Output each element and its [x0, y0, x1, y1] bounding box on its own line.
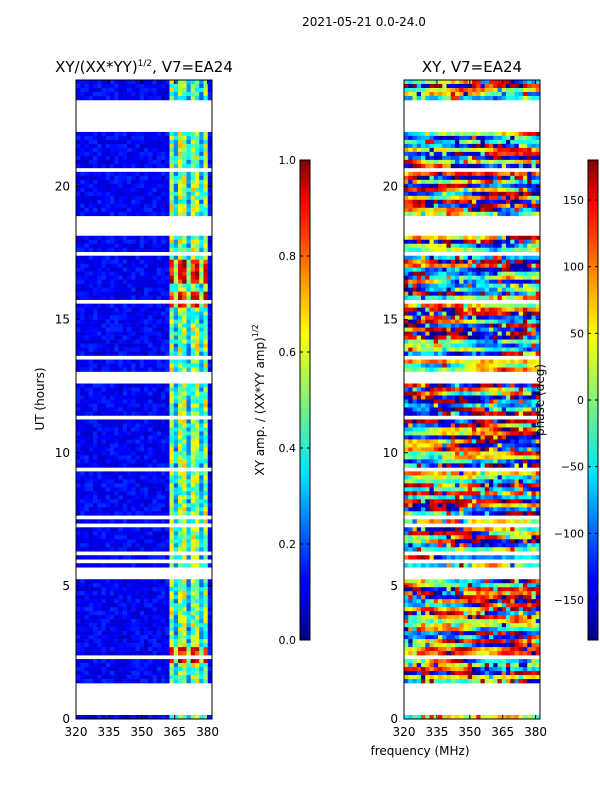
- amplitude-x-tick-label: 320: [65, 725, 88, 739]
- phase-colorbar-label: phase (deg): [533, 364, 547, 436]
- amplitude-x-tick-label: 335: [97, 725, 120, 739]
- amplitude-panel: XY/(XX*YY)1/2, V7=EA24 320 335 350 365 380 0…: [33, 58, 233, 739]
- amplitude-colorbar-tick-label: 0.2: [279, 538, 297, 551]
- amplitude-x-tick-label: 380: [196, 725, 219, 739]
- phase-colorbar: −150 −100 −50 0 50 100 150: [554, 159, 599, 641]
- amplitude-colorbar: 0.0 0.2 0.4 0.6 0.8 1.0 XY amp. / (XX*YY amp)…: [251, 154, 311, 647]
- phase-x-tick-label: 380: [524, 725, 547, 739]
- amplitude-y-tick-label: 10: [55, 446, 70, 460]
- amplitude-colorbar-tick-label: 0.4: [279, 442, 297, 455]
- phase-colorbar-tick-label: 0: [577, 394, 584, 407]
- amplitude-panel-title: XY/(XX*YY)1/2, V7=EA24: [55, 58, 233, 76]
- phase-y-tick-label: 15: [383, 313, 398, 327]
- phase-x-tick-label: 320: [393, 725, 416, 739]
- phase-y-ticks: 0 5 10 15 20: [383, 180, 540, 726]
- amplitude-y-tick-label: 15: [55, 313, 70, 327]
- phase-x-tick-label: 335: [425, 725, 448, 739]
- amplitude-colorbar-label: XY amp. / (XX*YY amp)1/2: [251, 324, 267, 475]
- amplitude-colorbar-tick-label: 0.6: [279, 346, 297, 359]
- phase-colorbar-ticks: −150 −100 −50 0 50 100 150: [554, 194, 598, 607]
- amplitude-colorbar-tick-label: 0.8: [279, 250, 297, 263]
- phase-colorbar-tick-label: −50: [561, 461, 584, 474]
- amplitude-y-tick-label: 0: [62, 712, 70, 726]
- y-axis-label: UT (hours): [33, 367, 47, 430]
- amplitude-heatmap: [76, 80, 212, 719]
- phase-y-tick-label: 10: [383, 446, 398, 460]
- phase-axes-frame: [403, 79, 541, 720]
- amplitude-colorbar-gradient: [299, 159, 311, 641]
- phase-y-tick-label: 20: [383, 180, 398, 194]
- amplitude-y-tick-label: 20: [55, 180, 70, 194]
- phase-panel-title: XY, V7=EA24: [422, 58, 522, 76]
- phase-x-ticks: 320 335 350 365 380: [393, 80, 547, 739]
- amplitude-colorbar-tick-label: 1.0: [279, 154, 297, 167]
- phase-colorbar-tick-label: −150: [554, 594, 584, 607]
- phase-heatmap: [404, 80, 540, 719]
- phase-colorbar-tick-label: 100: [563, 261, 584, 274]
- figure-suptitle: 2021-05-21 0.0-24.0: [302, 15, 426, 29]
- amplitude-axes-frame: [75, 79, 213, 720]
- amplitude-colorbar-tick-label: 0.0: [279, 634, 297, 647]
- amplitude-colorbar-ticks: 0.0 0.2 0.4 0.6 0.8 1.0: [279, 154, 310, 647]
- phase-colorbar-tick-label: 50: [570, 327, 584, 340]
- phase-colorbar-tick-label: −100: [554, 527, 584, 540]
- phase-panel: XY, V7=EA24 320 335 350 365 380 0 5 10 15 20 pha…: [383, 58, 547, 739]
- x-axis-label: frequency (MHz): [370, 744, 469, 758]
- amplitude-x-tick-label: 365: [163, 725, 186, 739]
- amplitude-y-ticks: 0 5 10 15 20: [55, 180, 212, 726]
- phase-y-tick-label: 0: [390, 712, 398, 726]
- phase-x-tick-label: 350: [458, 725, 481, 739]
- amplitude-x-ticks: 320 335 350 365 380: [65, 80, 219, 739]
- phase-colorbar-tick-label: 150: [563, 194, 584, 207]
- phase-y-tick-label: 5: [390, 579, 398, 593]
- phase-x-tick-label: 365: [491, 725, 514, 739]
- amplitude-y-tick-label: 5: [62, 579, 70, 593]
- amplitude-x-tick-label: 350: [130, 725, 153, 739]
